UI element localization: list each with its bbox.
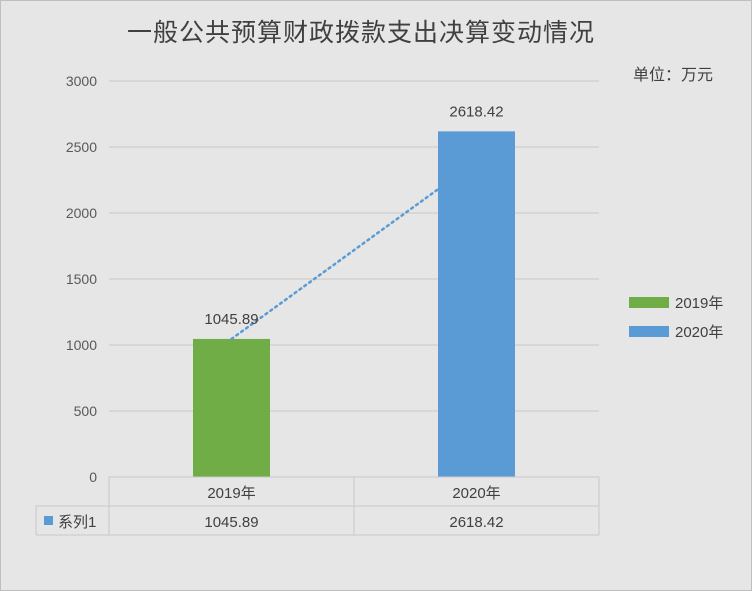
- legend-swatch: [629, 326, 669, 337]
- x-tick-label: 2019年: [207, 485, 255, 502]
- legend-swatch: [629, 297, 669, 308]
- legend: 2019年 2020年: [629, 295, 723, 341]
- y-tick-label: 2500: [66, 139, 97, 155]
- y-tick-label: 2000: [66, 205, 97, 221]
- trendline-path: [230, 160, 478, 341]
- unit-label: 单位：万元: [633, 65, 714, 84]
- x-tick-label: 2020年: [452, 485, 500, 502]
- bar-2019年: [193, 338, 270, 477]
- bar-2020年: [438, 131, 515, 477]
- y-axis-ticks: 0 500 1000 1500 2000 2500 3000: [66, 73, 97, 485]
- y-tick-label: 0: [89, 469, 97, 485]
- y-tick-label: 1000: [66, 337, 97, 353]
- trendline: [230, 160, 478, 341]
- y-tick-label: 3000: [66, 73, 97, 89]
- data-labels: 1045.89 2618.42: [204, 103, 503, 328]
- bars: [193, 131, 515, 477]
- table-value: 2618.42: [449, 514, 503, 531]
- chart-title: 一般公共预算财政拨款支出决算变动情况: [126, 18, 595, 47]
- data-label: 2618.42: [449, 103, 503, 120]
- table-value: 1045.89: [204, 514, 258, 531]
- gridlines: [109, 80, 599, 478]
- table-series-name: 系列1: [58, 514, 96, 531]
- legend-entry: 2020年: [675, 324, 723, 341]
- table-series-key: [44, 516, 53, 525]
- y-tick-label: 500: [74, 403, 98, 419]
- data-table: 2019年 1045.89 2020年 2618.42 系列1: [35, 476, 600, 536]
- data-label: 1045.89: [204, 311, 258, 328]
- legend-entry: 2019年: [675, 295, 723, 312]
- y-tick-label: 1500: [66, 271, 97, 287]
